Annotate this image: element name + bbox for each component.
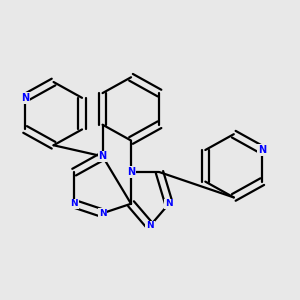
Text: N: N	[70, 199, 78, 208]
Text: N: N	[127, 167, 135, 177]
Text: N: N	[98, 151, 106, 161]
Text: N: N	[99, 209, 106, 218]
Text: N: N	[165, 199, 173, 208]
Text: N: N	[258, 145, 266, 155]
Text: N: N	[146, 221, 154, 230]
Text: N: N	[21, 93, 29, 103]
